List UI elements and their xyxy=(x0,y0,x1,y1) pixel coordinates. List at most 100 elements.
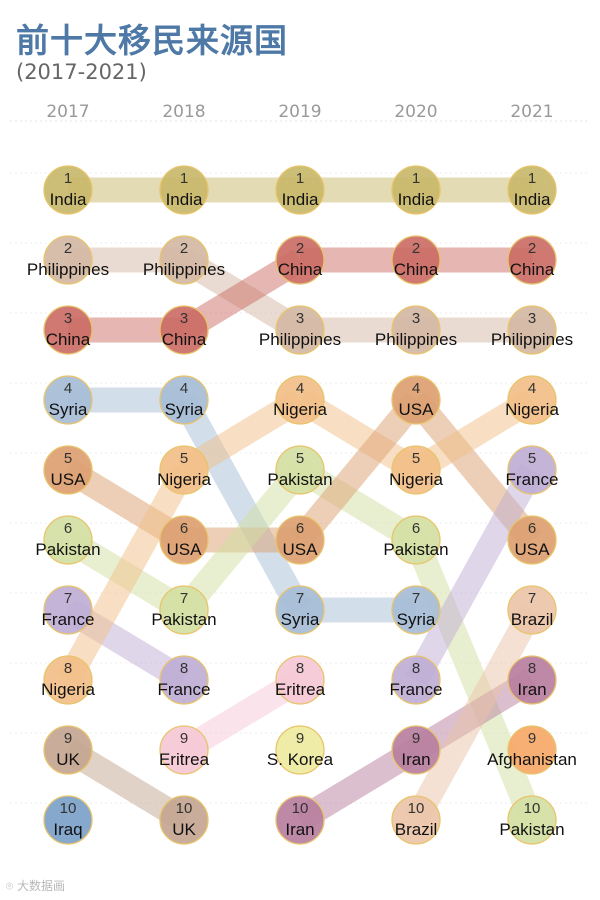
point-2017-pakistan xyxy=(43,515,93,565)
point-2021-usa xyxy=(507,515,557,565)
rank-label-2021-4: 4 xyxy=(528,380,536,397)
point-2018-france xyxy=(159,655,209,705)
point-2018-pakistan xyxy=(159,585,209,635)
rank-label-2020-4: 4 xyxy=(412,380,420,397)
point-2020-philippines xyxy=(391,305,441,355)
point-2017-usa xyxy=(43,445,93,495)
series-band-nigeria-2017 xyxy=(57,463,195,687)
series-band-brazil-2020 xyxy=(405,603,543,827)
country-label-2017-china: China xyxy=(46,330,91,349)
country-label-2019-nigeria: Nigeria xyxy=(273,400,327,419)
chart-title: 前十大移民来源国 xyxy=(16,21,288,60)
series-nodes: 1 India 2 Philippines 3 China 4 Syria 5 USA 6 Pakis… xyxy=(27,165,577,845)
point-2018-usa xyxy=(159,515,209,565)
point-2019-china xyxy=(275,235,325,285)
point-2021-india xyxy=(507,165,557,215)
rank-label-2021-9: 9 xyxy=(528,730,536,747)
rank-label-2021-3: 3 xyxy=(528,310,536,327)
rank-label-2020-1: 1 xyxy=(412,170,420,187)
rank-label-2017-2: 2 xyxy=(64,240,72,257)
point-2021-philippines xyxy=(507,305,557,355)
rank-label-2019-1: 1 xyxy=(296,170,304,187)
rank-label-2018-5: 5 xyxy=(180,450,188,467)
point-2017-india xyxy=(43,165,93,215)
rank-label-2020-6: 6 xyxy=(412,520,420,537)
country-label-2018-france: France xyxy=(158,680,211,699)
year-label-2020: 2020 xyxy=(394,102,437,122)
country-label-2019-usa: USA xyxy=(283,540,319,559)
country-label-2018-uk: UK xyxy=(172,820,196,839)
country-label-2018-philippines: Philippines xyxy=(143,260,225,279)
country-label-2020-pakistan: Pakistan xyxy=(383,540,448,559)
point-2019-eritrea xyxy=(275,655,325,705)
country-label-2020-brazil: Brazil xyxy=(395,820,438,839)
point-2017-iraq xyxy=(43,795,93,845)
point-2020-iran xyxy=(391,725,441,775)
rank-label-2021-7: 7 xyxy=(528,590,536,607)
point-2021-pakistan xyxy=(507,795,557,845)
rank-label-2019-9: 9 xyxy=(296,730,304,747)
country-label-2020-syria: Syria xyxy=(397,610,436,629)
rank-label-2017-5: 5 xyxy=(64,450,72,467)
point-2019-philippines xyxy=(275,305,325,355)
country-label-2017-iraq: Iraq xyxy=(53,820,82,839)
rank-label-2020-9: 9 xyxy=(412,730,420,747)
point-2019-nigeria xyxy=(275,375,325,425)
year-label-2017: 2017 xyxy=(46,102,89,122)
point-2018-india xyxy=(159,165,209,215)
country-label-2018-eritrea: Eritrea xyxy=(159,750,210,769)
series-band-usa-2019 xyxy=(290,392,426,548)
point-2018-nigeria xyxy=(159,445,209,495)
point-2021-iran xyxy=(507,655,557,705)
chart-subtitle: (2017-2021) xyxy=(16,60,147,84)
point-2020-usa xyxy=(391,375,441,425)
country-label-2021-usa: USA xyxy=(515,540,551,559)
country-label-2018-india: India xyxy=(166,190,203,209)
rank-label-2018-2: 2 xyxy=(180,240,188,257)
rank-label-2021-1: 1 xyxy=(528,170,536,187)
rank-label-2017-4: 4 xyxy=(64,380,72,397)
point-2021-brazil xyxy=(507,585,557,635)
point-2017-uk xyxy=(43,725,93,775)
rank-label-2019-3: 3 xyxy=(296,310,304,327)
rank-label-2019-8: 8 xyxy=(296,660,304,677)
point-2018-eritrea xyxy=(159,725,209,775)
point-2017-nigeria xyxy=(43,655,93,705)
country-label-2021-afghanistan: Afghanistan xyxy=(487,750,577,769)
country-label-2020-china: China xyxy=(394,260,439,279)
point-2018-philippines xyxy=(159,235,209,285)
point-2019-usa xyxy=(275,515,325,565)
point-2018-china xyxy=(159,305,209,355)
country-label-2019-s-korea: S. Korea xyxy=(267,750,334,769)
point-2017-philippines xyxy=(43,235,93,285)
point-2020-brazil xyxy=(391,795,441,845)
country-label-2017-uk: UK xyxy=(56,750,80,769)
country-label-2019-pakistan: Pakistan xyxy=(267,470,332,489)
country-label-2017-india: India xyxy=(50,190,87,209)
country-label-2019-india: India xyxy=(282,190,319,209)
point-2019-india xyxy=(275,165,325,215)
series-band-pakistan-2018 xyxy=(174,462,310,618)
country-label-2020-nigeria: Nigeria xyxy=(389,470,443,489)
country-label-2017-nigeria: Nigeria xyxy=(41,680,95,699)
rank-label-2019-7: 7 xyxy=(296,590,304,607)
series-band-france-2020 xyxy=(405,463,543,687)
point-2017-france xyxy=(43,585,93,635)
point-2020-nigeria xyxy=(391,445,441,495)
rank-label-2018-8: 8 xyxy=(180,660,188,677)
watermark: ⌾ 大数据画 xyxy=(6,877,65,894)
rank-label-2020-5: 5 xyxy=(412,450,420,467)
country-label-2018-china: China xyxy=(162,330,207,349)
year-label-2018: 2018 xyxy=(162,102,205,122)
country-label-2019-philippines: Philippines xyxy=(259,330,341,349)
country-label-2021-iran: Iran xyxy=(517,680,546,699)
country-label-2019-eritrea: Eritrea xyxy=(275,680,326,699)
point-2020-france xyxy=(391,655,441,705)
point-2017-syria xyxy=(43,375,93,425)
rank-label-2021-10: 10 xyxy=(524,800,541,817)
series-band-syria-2018 xyxy=(173,393,311,617)
point-2021-china xyxy=(507,235,557,285)
rank-label-2019-2: 2 xyxy=(296,240,304,257)
country-label-2017-usa: USA xyxy=(51,470,87,489)
